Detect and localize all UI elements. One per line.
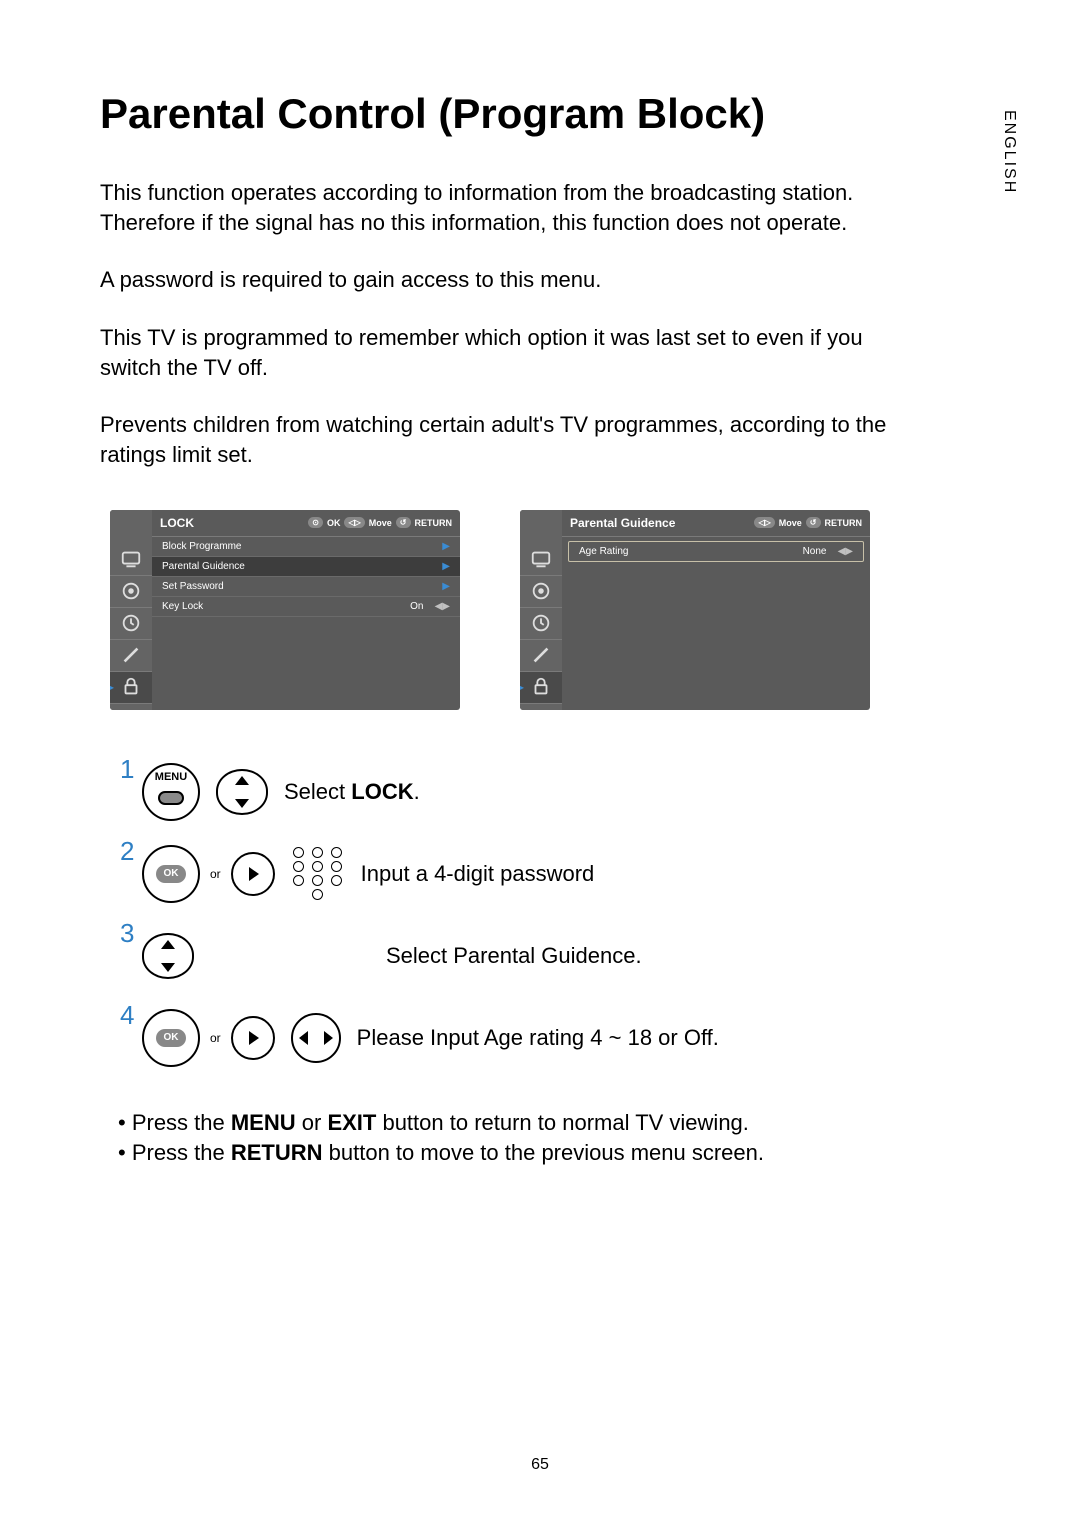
parental-menu-screenshot: Parental Guidence ◁▷Move ↺RETURN Age Rat… (520, 510, 870, 710)
page-title: Parental Control (Program Block) (100, 90, 990, 138)
menu-row-arrows-icon: ◀▶ (838, 546, 853, 557)
note-bold: EXIT (327, 1110, 376, 1135)
step-text-suffix: . (414, 779, 420, 804)
menu-row-block-programme: Block Programme ▶ (152, 537, 460, 557)
sidebar-option-icon (520, 640, 562, 672)
footer-note-2: • Press the RETURN button to move to the… (118, 1140, 990, 1166)
or-text: or (210, 867, 221, 881)
menu-row-label: Key Lock (162, 601, 203, 612)
sidebar-picture-icon (520, 544, 562, 576)
parental-menu-nav-hints: ◁▷Move ↺RETURN (754, 517, 862, 528)
page-number: 65 (531, 1456, 549, 1474)
lock-menu-nav-hints: ⊙OK ◁▷Move ↺RETURN (308, 517, 452, 528)
intro-para-4: Prevents children from watching certain … (100, 410, 900, 469)
step-4: 4 OK or Please Input Age rating 4 ~ 18 o… (120, 1006, 990, 1070)
menu-row-label: Age Rating (579, 546, 628, 557)
menu-row-age-rating: Age Rating None ◀▶ (568, 541, 864, 562)
right-button-icon (231, 852, 275, 896)
updown-button-icon (142, 933, 194, 979)
right-button-icon (231, 1016, 275, 1060)
menu-button-label: MENU (155, 771, 187, 783)
sidebar-time-icon (110, 608, 152, 640)
ok-label: OK (156, 1029, 186, 1047)
intro-para-1: This function operates according to info… (100, 178, 900, 237)
menu-row-arrows-icon: ◀▶ (435, 601, 450, 612)
nav-move-label: Move (779, 518, 802, 528)
updown-button-icon (216, 769, 268, 815)
menu-button-icon: MENU (142, 763, 200, 821)
step-3-text: Select Parental Guidence. (386, 943, 642, 969)
sidebar-time-icon (520, 608, 562, 640)
parental-menu-main: Parental Guidence ◁▷Move ↺RETURN Age Rat… (562, 510, 870, 710)
nav-move-label: Move (369, 518, 392, 528)
step-2-text: Input a 4-digit password (361, 861, 595, 887)
menu-row-value: None (803, 546, 827, 557)
menu-screenshots: LOCK ⊙OK ◁▷Move ↺RETURN Block Programme … (110, 510, 990, 710)
intro-para-2: A password is required to gain access to… (100, 265, 900, 295)
menu-row-value: On (410, 601, 423, 612)
numeric-keypad-icon (291, 847, 345, 900)
footer-note-1: • Press the MENU or EXIT button to retur… (118, 1110, 990, 1136)
step-3: 3 Select Parental Guidence. (120, 924, 990, 988)
lock-menu-title: LOCK (160, 516, 194, 530)
menu-sidebar (520, 510, 562, 710)
note-text: • Press the (118, 1140, 231, 1165)
nav-return-label: RETURN (825, 518, 863, 528)
step-number: 2 (120, 836, 136, 867)
note-text: • Press the (118, 1110, 231, 1135)
menu-row-arrow-icon: ▶ (442, 561, 450, 572)
note-text: button to move to the previous menu scre… (323, 1140, 764, 1165)
sidebar-option-icon (110, 640, 152, 672)
language-label: ENGLISH (1000, 110, 1018, 194)
note-bold: MENU (231, 1110, 296, 1135)
step-4-text: Please Input Age rating 4 ~ 18 or Off. (357, 1025, 719, 1051)
nav-return-label: RETURN (415, 518, 453, 528)
note-text: or (296, 1110, 328, 1135)
ok-button-icon: OK (142, 845, 200, 903)
parental-menu-title: Parental Guidence (570, 516, 675, 530)
step-1-text: Select LOCK. (284, 779, 420, 805)
leftright-button-icon (291, 1013, 341, 1063)
menu-row-arrow-icon: ▶ (442, 541, 450, 552)
footer-notes: • Press the MENU or EXIT button to retur… (118, 1110, 990, 1166)
or-text: or (210, 1031, 221, 1045)
menu-row-label: Parental Guidence (162, 561, 245, 572)
step-1: 1 MENU Select LOCK. (120, 760, 990, 824)
step-number: 1 (120, 754, 136, 785)
step-number: 4 (120, 1000, 136, 1031)
intro-para-3: This TV is programmed to remember which … (100, 323, 900, 382)
parental-menu-header: Parental Guidence ◁▷Move ↺RETURN (562, 510, 870, 537)
menu-row-label: Set Password (162, 581, 224, 592)
menu-sidebar (110, 510, 152, 710)
ok-label: OK (156, 865, 186, 883)
nav-ok-label: OK (327, 518, 341, 528)
sidebar-lock-icon (110, 672, 152, 704)
note-text: button to return to normal TV viewing. (376, 1110, 749, 1135)
ok-button-icon: OK (142, 1009, 200, 1067)
step-text-prefix: Select (284, 779, 351, 804)
step-text-bold: LOCK (351, 779, 413, 804)
note-bold: RETURN (231, 1140, 323, 1165)
sidebar-sound-icon (110, 576, 152, 608)
sidebar-picture-icon (110, 544, 152, 576)
menu-row-parental-guidence: Parental Guidence ▶ (152, 557, 460, 577)
menu-row-set-password: Set Password ▶ (152, 577, 460, 597)
lock-menu-header: LOCK ⊙OK ◁▷Move ↺RETURN (152, 510, 460, 537)
lock-menu-main: LOCK ⊙OK ◁▷Move ↺RETURN Block Programme … (152, 510, 460, 710)
instruction-steps: 1 MENU Select LOCK. 2 OK or Input a 4-di… (120, 760, 990, 1070)
menu-row-label: Block Programme (162, 541, 241, 552)
sidebar-lock-icon (520, 672, 562, 704)
menu-row-arrow-icon: ▶ (442, 581, 450, 592)
menu-row-key-lock: Key Lock On ◀▶ (152, 597, 460, 617)
sidebar-sound-icon (520, 576, 562, 608)
step-number: 3 (120, 918, 136, 949)
lock-menu-screenshot: LOCK ⊙OK ◁▷Move ↺RETURN Block Programme … (110, 510, 460, 710)
step-2: 2 OK or Input a 4-digit password (120, 842, 990, 906)
